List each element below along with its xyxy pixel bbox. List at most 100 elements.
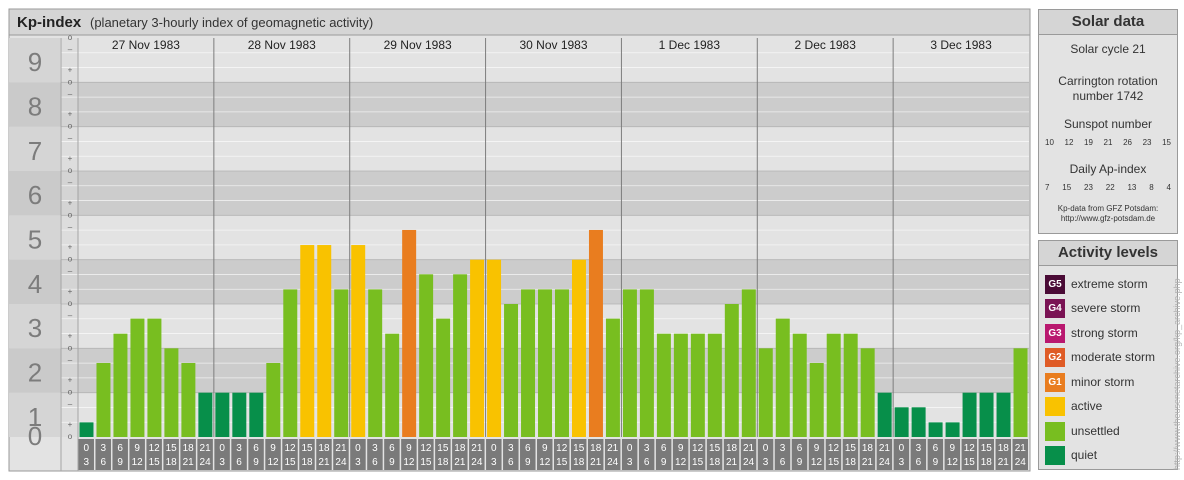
interval-start-label: 21 xyxy=(743,443,755,454)
legend-swatch-g3: G3 xyxy=(1045,323,1065,343)
kp-bar xyxy=(538,289,552,437)
kp-bar xyxy=(1013,348,1028,437)
interval-end-label: 21 xyxy=(998,457,1010,468)
y-tick-label: 7 xyxy=(28,136,42,166)
interval-end-label: 9 xyxy=(389,457,395,468)
interval-cell xyxy=(893,439,910,470)
interval-cell xyxy=(163,439,179,470)
interval-start-label: 18 xyxy=(318,443,330,454)
sub-tick-plus: + xyxy=(68,376,73,385)
interval-end-label: 9 xyxy=(525,457,531,468)
kp-bar xyxy=(385,333,400,437)
sub-tick-o: o xyxy=(68,122,73,131)
interval-end-label: 18 xyxy=(709,457,721,468)
interval-end-label: 24 xyxy=(200,457,212,468)
interval-cell xyxy=(672,439,689,470)
sub-tick-o: o xyxy=(68,255,73,264)
kp-bar xyxy=(843,333,858,437)
kp-bar xyxy=(453,274,468,437)
interval-start-label: 12 xyxy=(556,443,568,454)
kp-bar xyxy=(249,392,264,437)
interval-start-label: 15 xyxy=(301,443,313,454)
kp-bar xyxy=(622,289,637,437)
kp-bar xyxy=(826,333,841,437)
sunspot-values: 10 12 19 21 26 23 15 xyxy=(1045,138,1171,147)
interval-cell xyxy=(995,439,1012,470)
ap-value: 8 xyxy=(1149,183,1154,192)
kp-bar xyxy=(877,392,892,437)
interval-cell xyxy=(486,439,502,470)
legend-item-g5: G5 extreme storm xyxy=(1045,274,1148,294)
interval-cell xyxy=(129,439,145,470)
kp-bar xyxy=(351,245,366,437)
interval-end-label: 24 xyxy=(743,457,755,468)
sub-tick-minus: – xyxy=(68,45,73,54)
y-tick-label: 6 xyxy=(28,180,42,210)
interval-cell xyxy=(825,439,842,470)
kp-band xyxy=(9,348,1029,393)
sub-tick-minus: – xyxy=(68,222,73,231)
sub-tick-o: o xyxy=(68,432,73,441)
interval-start-label: 6 xyxy=(253,443,259,454)
interval-cell xyxy=(265,439,281,470)
legend-item-active: active xyxy=(1045,396,1102,416)
kp-bar xyxy=(368,289,383,437)
kp-bar xyxy=(571,259,586,437)
interval-cell xyxy=(604,439,621,470)
interval-cell xyxy=(638,439,655,470)
interval-start-label: 3 xyxy=(100,443,106,454)
interval-start-label: 15 xyxy=(437,443,449,454)
kp-bar xyxy=(317,245,332,437)
kp-bar xyxy=(911,407,926,437)
interval-cell xyxy=(231,439,247,470)
interval-end-label: 15 xyxy=(828,457,840,468)
solar-cycle: Solar cycle 21 xyxy=(1070,42,1146,56)
kp-bar xyxy=(181,362,196,437)
kp-bar xyxy=(741,289,756,437)
interval-cell xyxy=(740,439,757,470)
legend-swatch-quiet xyxy=(1045,445,1065,465)
sub-tick-o: o xyxy=(68,210,73,219)
chart-subtitle: (planetary 3-hourly index of geomagnetic… xyxy=(90,15,373,30)
interval-cell xyxy=(503,439,519,470)
interval-cell xyxy=(401,439,417,470)
kp-bar xyxy=(962,392,977,437)
interval-end-label: 9 xyxy=(797,457,803,468)
y-tick-label: 8 xyxy=(28,92,42,122)
chart-title: Kp-index xyxy=(17,14,82,31)
y-axis-column xyxy=(9,38,60,437)
interval-end-label: 12 xyxy=(947,457,959,468)
interval-start-label: 21 xyxy=(1015,443,1027,454)
interval-end-label: 15 xyxy=(420,457,432,468)
kp-band xyxy=(9,82,1029,127)
interval-start-label: 12 xyxy=(692,443,704,454)
sub-tick-column xyxy=(61,38,78,437)
interval-start-label: 18 xyxy=(998,443,1010,454)
interval-start-label: 9 xyxy=(678,443,684,454)
kp-bar xyxy=(419,274,434,437)
kp-bar xyxy=(232,392,247,437)
interval-start-label: 21 xyxy=(200,443,212,454)
kp-bar xyxy=(690,333,705,437)
legend-item-g4: G4 severe storm xyxy=(1045,298,1140,318)
interval-cell xyxy=(655,439,672,470)
interval-end-label: 21 xyxy=(318,457,330,468)
interval-start-label: 0 xyxy=(627,443,633,454)
interval-cell xyxy=(248,439,264,470)
legend-label: unsettled xyxy=(1071,424,1120,438)
kp-bar xyxy=(334,289,349,437)
legend-swatch-unsettled xyxy=(1045,421,1065,441)
interval-start-label: 0 xyxy=(219,443,225,454)
interval-start-label: 6 xyxy=(933,443,939,454)
interval-end-label: 6 xyxy=(372,457,378,468)
kp-bar xyxy=(436,318,451,437)
legend-item-g2: G2 moderate storm xyxy=(1045,347,1155,367)
interval-cell xyxy=(367,439,383,470)
interval-start-label: 9 xyxy=(542,443,548,454)
sunspot-value: 26 xyxy=(1123,138,1132,147)
sub-tick-minus: – xyxy=(68,311,73,320)
interval-start-label: 6 xyxy=(797,443,803,454)
y-tick-label: 1 xyxy=(28,402,42,432)
sunspot-title: Sunspot number xyxy=(1063,117,1153,131)
sub-tick-minus: – xyxy=(68,400,73,409)
